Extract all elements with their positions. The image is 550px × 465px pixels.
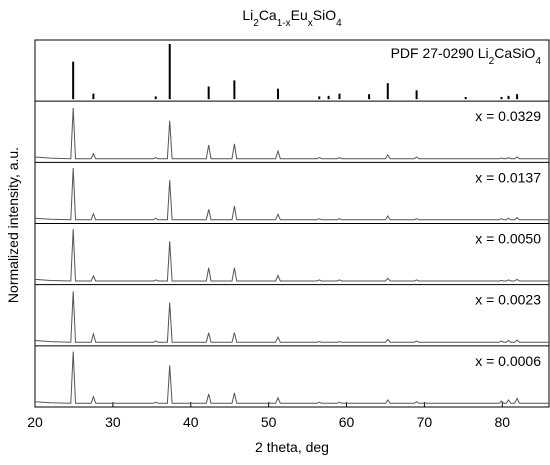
panel-label: x = 0.0050 bbox=[475, 231, 541, 247]
x-axis-label: 2 theta, deg bbox=[255, 439, 329, 455]
chart-title: Li2Ca1-xEuxSiO4 bbox=[242, 7, 342, 29]
pattern-line bbox=[34, 351, 549, 404]
pattern-line bbox=[34, 167, 549, 221]
pattern-line bbox=[34, 107, 549, 160]
x-tick-label: 70 bbox=[417, 414, 433, 430]
panel-label: x = 0.0006 bbox=[475, 353, 541, 369]
x-tick-label: 80 bbox=[494, 414, 510, 430]
panel-label: x = 0.0329 bbox=[475, 108, 541, 124]
text-part: 4 bbox=[535, 56, 541, 67]
reference-label: PDF 27-0290 Li2CaSiO4 bbox=[391, 45, 542, 67]
text-part: 2 bbox=[253, 18, 259, 29]
text-part: 2 bbox=[489, 56, 495, 67]
pattern-line bbox=[34, 229, 549, 282]
x-tick-label: 50 bbox=[261, 414, 277, 430]
x-tick-label: 30 bbox=[105, 414, 121, 430]
text-part: x bbox=[308, 18, 313, 29]
text-part: SiO bbox=[313, 7, 336, 23]
pattern-line bbox=[34, 291, 549, 343]
text-part: 4 bbox=[336, 18, 342, 29]
text-part: 1-x bbox=[277, 18, 291, 29]
text-part: Ca bbox=[259, 7, 277, 23]
text-part: Eu bbox=[291, 7, 308, 23]
x-tick-label: 20 bbox=[27, 414, 43, 430]
x-tick-label: 60 bbox=[339, 414, 355, 430]
text-part: CaSiO bbox=[494, 45, 535, 61]
panel-label: x = 0.0137 bbox=[475, 169, 541, 185]
text-part: Li bbox=[242, 7, 253, 23]
panel-label: x = 0.0023 bbox=[475, 292, 541, 308]
x-tick-label: 40 bbox=[183, 414, 199, 430]
text-part: PDF 27-0290 Li bbox=[391, 45, 489, 61]
y-axis-label: Normalized intensity, a.u. bbox=[5, 147, 21, 303]
